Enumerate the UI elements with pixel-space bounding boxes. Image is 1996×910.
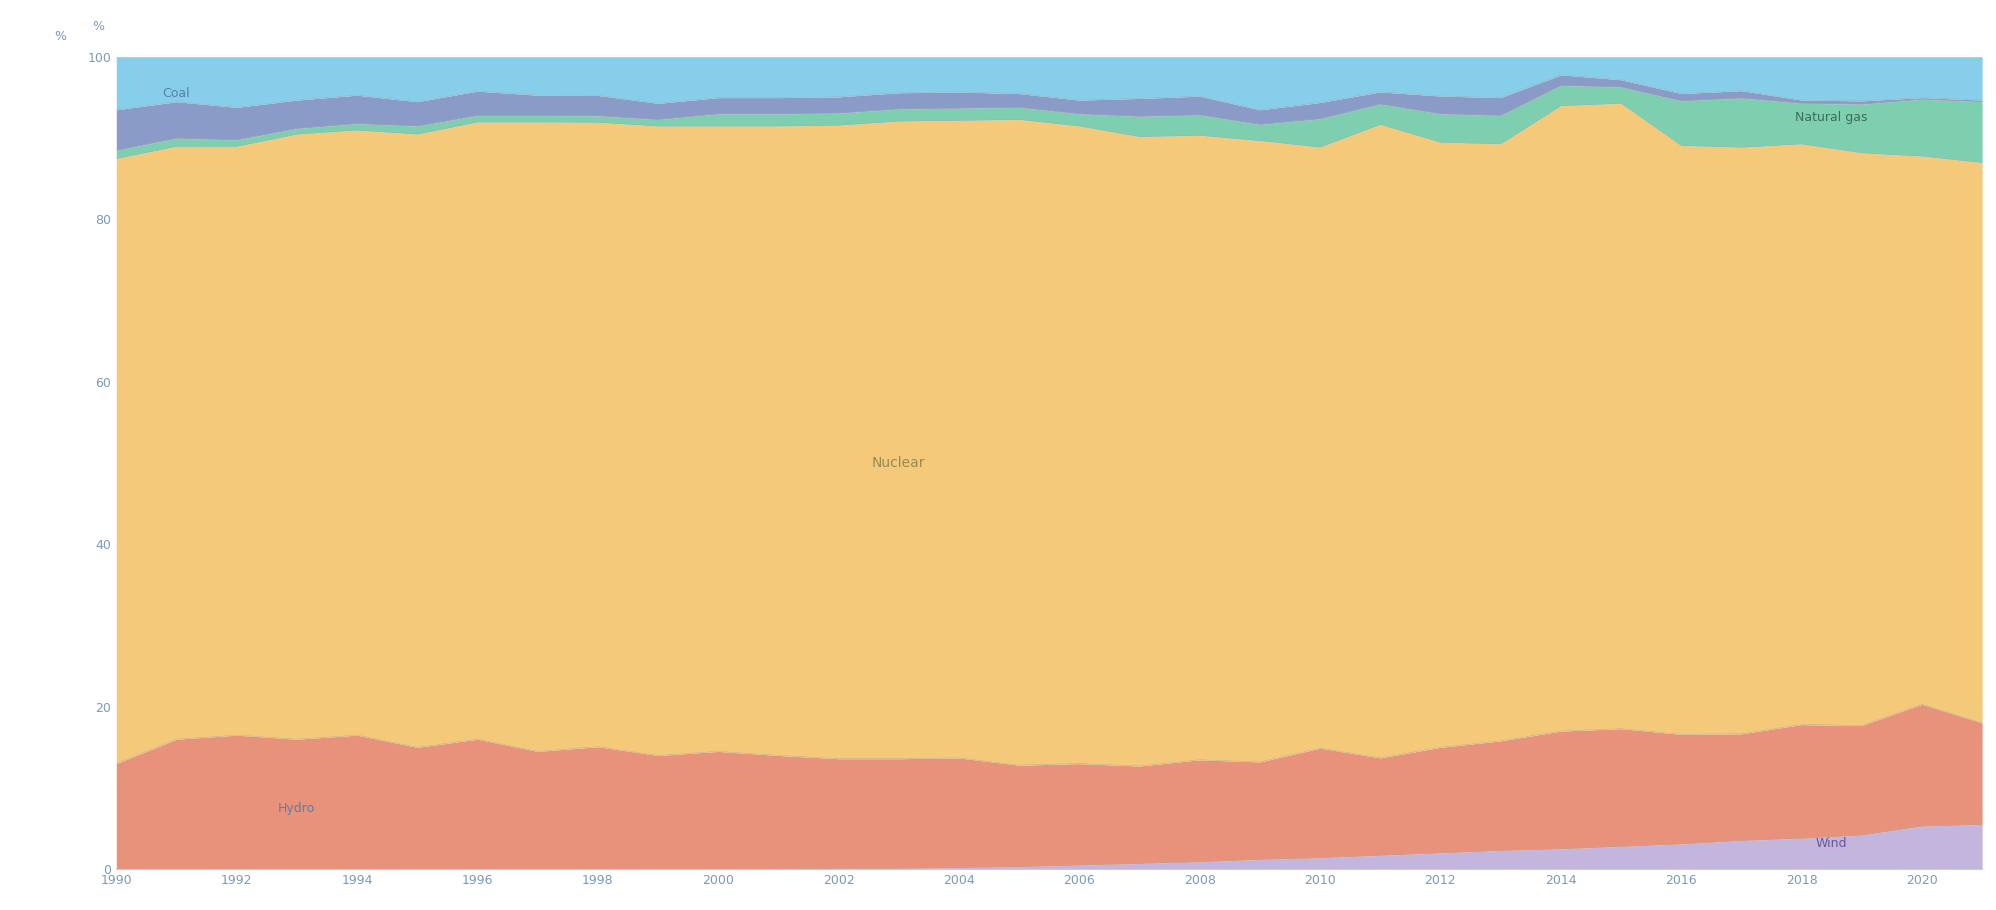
Text: Natural gas: Natural gas [1794, 111, 1868, 125]
Text: Nuclear: Nuclear [872, 456, 926, 470]
Text: %: % [92, 20, 104, 33]
Text: Hydro: Hydro [277, 802, 315, 814]
Text: %: % [54, 30, 66, 44]
Text: Coal: Coal [164, 87, 190, 100]
Text: Wind: Wind [1816, 836, 1848, 850]
